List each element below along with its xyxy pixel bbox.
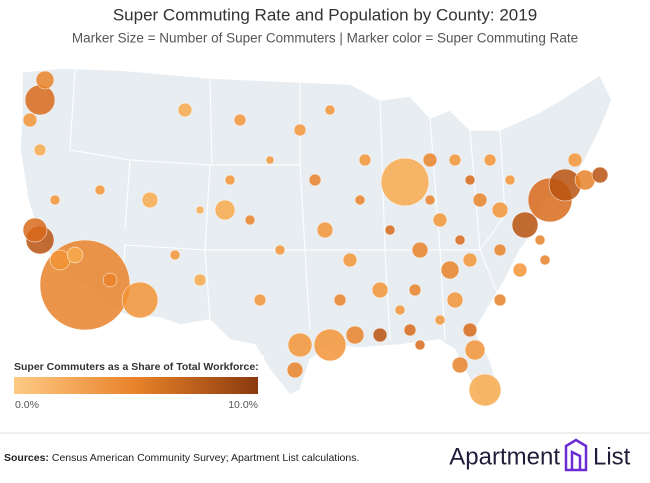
legend-ramp [14,377,258,394]
bubble [214,199,236,221]
bubble [102,272,118,288]
bubble [394,304,406,316]
bubble [432,212,448,228]
bubble [177,102,193,118]
bubble [491,201,509,219]
bubble [224,174,236,186]
bubble [274,244,286,256]
bubble [121,281,159,319]
bubble [380,157,430,207]
title: Super Commuting Rate and Population by C… [113,5,537,24]
bubbles [22,70,609,407]
bubble [372,327,388,343]
bubble [451,356,469,374]
bubble [591,166,609,184]
bubble [253,293,267,307]
bubble [539,254,551,266]
bubble [464,339,486,361]
sources: Sources: Census American Community Surve… [4,452,359,464]
logo-left: Apartment [449,443,560,470]
bubble [462,252,478,268]
bubble [265,155,275,165]
bubble [434,314,446,326]
bubble [464,174,476,186]
bubble [411,241,429,259]
bubble [193,273,207,287]
bubble [233,113,247,127]
bubble [286,361,304,379]
bubble [371,281,389,299]
bubble [446,291,464,309]
bubble [293,123,307,137]
bubble [24,84,56,116]
logo-right: List [593,443,631,470]
bubble [493,293,507,307]
logo-icon [564,438,588,472]
bubble [324,104,336,116]
bubble [440,260,460,280]
legend-max-label: 10.0% [228,399,258,411]
bubble [472,192,488,208]
bubble [534,234,546,246]
bubble [493,243,507,257]
bubble [169,249,181,261]
bubble [354,194,366,206]
bubble [511,211,539,239]
bubble [403,323,417,337]
bubble [287,332,313,358]
bubble [424,194,436,206]
bubble [33,143,47,157]
sources-label: Sources: [4,452,49,464]
legend-title: Super Commuters as a Share of Total Work… [14,361,259,373]
bubble [22,217,48,243]
bubble [22,112,38,128]
bubble [408,283,422,297]
bubble [454,234,466,246]
bubble [462,322,478,338]
bubble [94,184,106,196]
bubble [66,246,84,264]
bubble [448,153,462,167]
bubble [308,173,322,187]
bubble [384,224,396,236]
bubble [414,339,426,351]
bubble [468,373,502,407]
bubble [313,328,347,362]
bubble [567,152,583,168]
bubble [244,214,256,226]
sources-text: Census American Community Survey; Apartm… [52,452,360,464]
bubble [316,221,334,239]
bubble [35,70,55,90]
bubble [345,325,365,345]
bubble [49,194,61,206]
bubble [358,153,372,167]
bubble [333,293,347,307]
bubble [483,153,497,167]
bubble [342,252,358,268]
bubble [141,191,159,209]
subtitle: Marker Size = Number of Super Commuters … [72,31,578,46]
bubble [504,174,516,186]
legend-min-label: 0.0% [15,399,39,411]
bubble [512,262,528,278]
bubble [195,205,205,215]
bubble [422,152,438,168]
